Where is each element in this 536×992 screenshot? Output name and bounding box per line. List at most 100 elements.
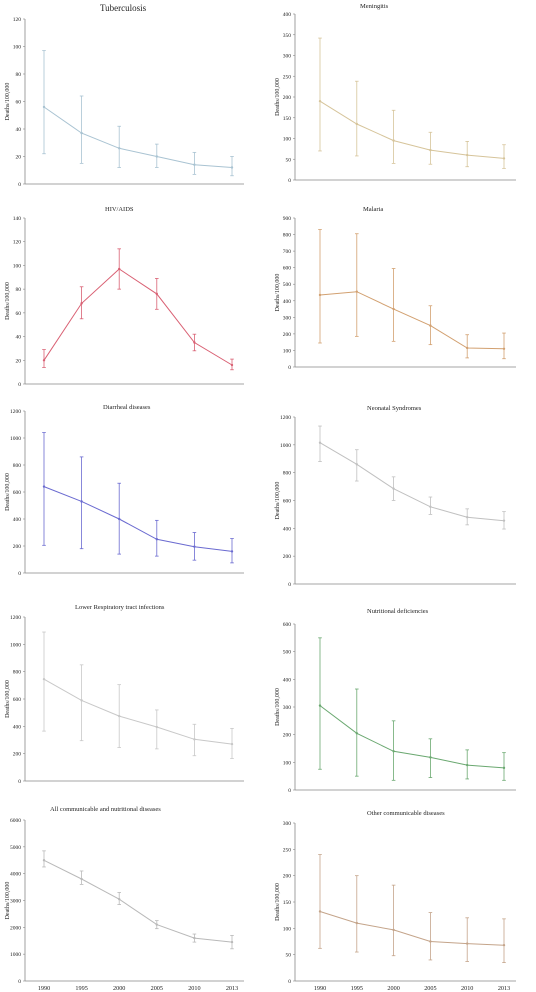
data-point bbox=[392, 139, 395, 142]
y-tick-label: 0 bbox=[18, 779, 21, 785]
y-tick-label: 60 bbox=[16, 100, 22, 106]
y-axis-label: Deaths/100,000 bbox=[5, 83, 11, 121]
chart-title: HIV/AIDS bbox=[105, 206, 134, 213]
y-tick-label: 800 bbox=[283, 471, 292, 477]
x-tick-label: 2013 bbox=[498, 985, 510, 992]
data-point bbox=[502, 766, 506, 770]
data-point bbox=[80, 131, 83, 135]
data-point bbox=[429, 756, 432, 759]
data-point bbox=[502, 943, 506, 947]
y-tick-label: 600 bbox=[13, 697, 22, 703]
data-point bbox=[466, 153, 469, 157]
data-point bbox=[392, 928, 395, 932]
data-point bbox=[318, 704, 322, 707]
series-line bbox=[43, 106, 233, 168]
y-tick-label: 0 bbox=[18, 979, 21, 985]
data-point bbox=[355, 921, 358, 925]
series-line bbox=[319, 705, 505, 769]
y-tick-label: 100 bbox=[13, 263, 22, 269]
y-tick-label: 0 bbox=[288, 365, 291, 371]
x-tick-label: 2013 bbox=[226, 985, 238, 992]
y-tick-label: 100 bbox=[283, 926, 292, 932]
chart-title: Other communicable diseases bbox=[367, 810, 445, 817]
y-tick-label: 600 bbox=[283, 266, 292, 272]
data-point bbox=[318, 293, 322, 297]
y-tick-label: 100 bbox=[13, 45, 22, 51]
y-tick-label: 100 bbox=[283, 137, 292, 143]
chart-title: All communicable and nutritional disease… bbox=[50, 806, 161, 813]
y-tick-label: 200 bbox=[283, 95, 292, 101]
y-tick-label: 800 bbox=[283, 233, 292, 239]
series-line bbox=[43, 678, 233, 745]
data-point bbox=[502, 347, 506, 350]
chart-panel-1: Meningitis 0 50 100 150 200 250 300 350 400 Deaths… bbox=[275, 3, 516, 184]
data-point bbox=[230, 742, 234, 746]
y-tick-label: 400 bbox=[283, 526, 292, 532]
x-tick-label: 1990 bbox=[38, 985, 50, 992]
y-tick-label: 800 bbox=[13, 463, 22, 469]
data-point bbox=[429, 940, 432, 943]
x-tick-label: 2010 bbox=[188, 985, 200, 992]
y-tick-label: 40 bbox=[16, 335, 22, 341]
y-tick-label: 600 bbox=[283, 499, 292, 505]
chart-title: Meningitis bbox=[360, 3, 389, 10]
data-point bbox=[42, 105, 46, 109]
y-tick-label: 50 bbox=[286, 157, 292, 163]
series-line bbox=[319, 911, 505, 946]
y-tick-label: 3000 bbox=[10, 899, 21, 905]
y-tick-label: 200 bbox=[283, 733, 292, 739]
data-point bbox=[42, 859, 46, 862]
data-point bbox=[193, 545, 196, 548]
data-point bbox=[80, 302, 83, 305]
series-line bbox=[43, 859, 233, 943]
data-point bbox=[118, 267, 121, 271]
chart-panel-0: Tuberculosis 0 20 40 60 80 100 120 Deaths/100,00… bbox=[5, 3, 244, 188]
y-tick-label: 50 bbox=[286, 953, 292, 959]
data-point bbox=[118, 517, 121, 521]
data-point bbox=[466, 942, 469, 945]
y-tick-label: 300 bbox=[283, 315, 292, 321]
data-point bbox=[42, 677, 46, 681]
x-tick-label: 2000 bbox=[113, 985, 125, 992]
chart-panel-5: Neonatal Syndromes 0 200 400 600 800 1000 1200 D… bbox=[275, 405, 516, 588]
y-tick-label: 80 bbox=[16, 72, 22, 78]
data-point bbox=[118, 714, 121, 718]
data-point bbox=[355, 463, 358, 466]
y-tick-label: 400 bbox=[13, 724, 22, 730]
data-point bbox=[193, 163, 196, 166]
data-point bbox=[230, 363, 234, 367]
data-point bbox=[429, 148, 432, 152]
data-point bbox=[355, 122, 358, 126]
x-tick-label: 2010 bbox=[461, 985, 473, 992]
y-tick-label: 400 bbox=[283, 677, 292, 683]
data-point bbox=[502, 157, 506, 160]
chart-panel-9: Other communicable diseases 0 50 100 150 200 2… bbox=[275, 810, 516, 992]
y-axis-label: Deaths/100,000 bbox=[275, 883, 281, 921]
data-point bbox=[429, 324, 432, 327]
y-tick-label: 400 bbox=[13, 517, 22, 523]
y-tick-label: 20 bbox=[16, 155, 22, 161]
data-point bbox=[502, 519, 506, 522]
data-point bbox=[118, 897, 121, 901]
y-tick-label: 900 bbox=[283, 216, 292, 222]
y-tick-label: 300 bbox=[283, 821, 292, 827]
series-line bbox=[319, 100, 505, 159]
y-tick-label: 250 bbox=[283, 847, 292, 853]
y-tick-label: 100 bbox=[283, 348, 292, 354]
data-point bbox=[466, 516, 469, 519]
y-tick-label: 200 bbox=[283, 874, 292, 880]
y-tick-label: 0 bbox=[288, 582, 291, 588]
data-point bbox=[193, 936, 196, 940]
data-point bbox=[118, 147, 121, 150]
x-tick-label: 1990 bbox=[314, 985, 326, 992]
y-tick-label: 40 bbox=[16, 127, 22, 133]
data-point bbox=[355, 732, 358, 735]
y-axis-label: Deaths/100,000 bbox=[5, 282, 11, 320]
y-tick-label: 300 bbox=[283, 54, 292, 60]
y-tick-label: 700 bbox=[283, 249, 292, 255]
data-point bbox=[318, 910, 322, 913]
y-axis-label: Deaths/100,000 bbox=[275, 78, 281, 116]
y-tick-label: 1200 bbox=[10, 409, 21, 415]
y-tick-label: 140 bbox=[13, 216, 22, 222]
data-point bbox=[155, 538, 158, 541]
